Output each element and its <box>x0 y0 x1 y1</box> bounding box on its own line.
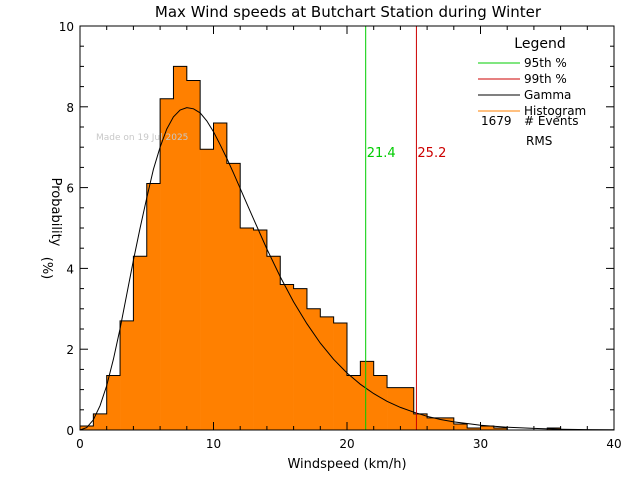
x-tick-label: 20 <box>339 437 354 451</box>
y-tick-label: 2 <box>66 343 74 357</box>
histogram-bar <box>467 427 481 430</box>
histogram-bar <box>200 149 214 430</box>
legend-rms-label: RMS <box>526 134 552 148</box>
watermark: Made on 19 Jul 2025 <box>96 133 188 143</box>
y-axis-unit: (%) <box>39 257 54 280</box>
histogram-bar <box>120 320 134 430</box>
gamma-curve <box>79 107 615 431</box>
percentile-label: 25.2 <box>417 146 446 161</box>
histogram-bar <box>226 163 241 431</box>
histogram-bar <box>347 375 361 430</box>
histogram-bar <box>360 361 374 430</box>
legend-label-95th: 95th % <box>524 56 567 70</box>
y-tick-label: 10 <box>59 20 74 34</box>
histogram-bar <box>373 375 388 430</box>
x-tick-label: 30 <box>473 437 488 451</box>
y-tick-label: 4 <box>66 262 74 276</box>
histogram-bar <box>253 230 268 430</box>
legend-label-histogram: Histogram <box>524 104 586 118</box>
percentile-label: 21.4 <box>367 146 396 161</box>
histogram-bar <box>240 228 254 430</box>
x-tick-label: 10 <box>206 437 221 451</box>
x-tick-label: 40 <box>606 437 621 451</box>
percentile-lines: 21.4 25.2 <box>365 26 446 430</box>
legend-label-gamma: Gamma <box>524 88 571 102</box>
histogram-bar <box>293 288 308 430</box>
y-axis-label: Probability <box>48 178 63 247</box>
histogram-bar <box>413 413 428 430</box>
histogram-bar <box>480 425 495 430</box>
legend-events-count: 1679 <box>481 114 512 128</box>
legend-title: Legend <box>514 36 565 52</box>
histogram-bar <box>133 256 148 430</box>
histogram-bar <box>387 387 401 430</box>
histogram-bar <box>173 66 188 431</box>
x-axis-ticks: 0 10 20 30 40 <box>76 26 622 451</box>
histogram-bar <box>93 413 107 430</box>
histogram-bar <box>106 375 121 430</box>
legend: Legend 95th % 99th % Gamma Histogram 167… <box>478 36 586 148</box>
histogram-bar <box>493 427 508 430</box>
histogram-bar <box>280 284 294 430</box>
y-tick-label: 6 <box>66 182 74 196</box>
histogram-outline <box>79 65 614 431</box>
x-tick-label: 0 <box>76 437 84 451</box>
histogram-bar <box>186 80 201 430</box>
histogram-bars <box>79 65 614 431</box>
histogram-bar <box>266 256 281 430</box>
histogram-bar <box>160 98 174 430</box>
y-tick-label: 8 <box>66 101 74 115</box>
x-axis-label: Windspeed (km/h) <box>287 457 406 472</box>
histogram-bar <box>333 322 348 430</box>
histogram-bar <box>400 387 415 430</box>
legend-events-label: # Events <box>524 114 579 128</box>
y-axis-ticks: 0 2 4 6 8 10 <box>59 20 614 438</box>
chart-title: Max Wind speeds at Butchart Station duri… <box>155 3 542 21</box>
histogram-bar <box>320 316 334 430</box>
histogram-bar <box>427 417 441 430</box>
legend-label-99th: 99th % <box>524 72 567 86</box>
y-tick-label: 0 <box>66 424 74 438</box>
histogram-bar <box>213 122 228 431</box>
histogram-bar <box>453 423 468 430</box>
histogram-bar <box>146 183 161 430</box>
